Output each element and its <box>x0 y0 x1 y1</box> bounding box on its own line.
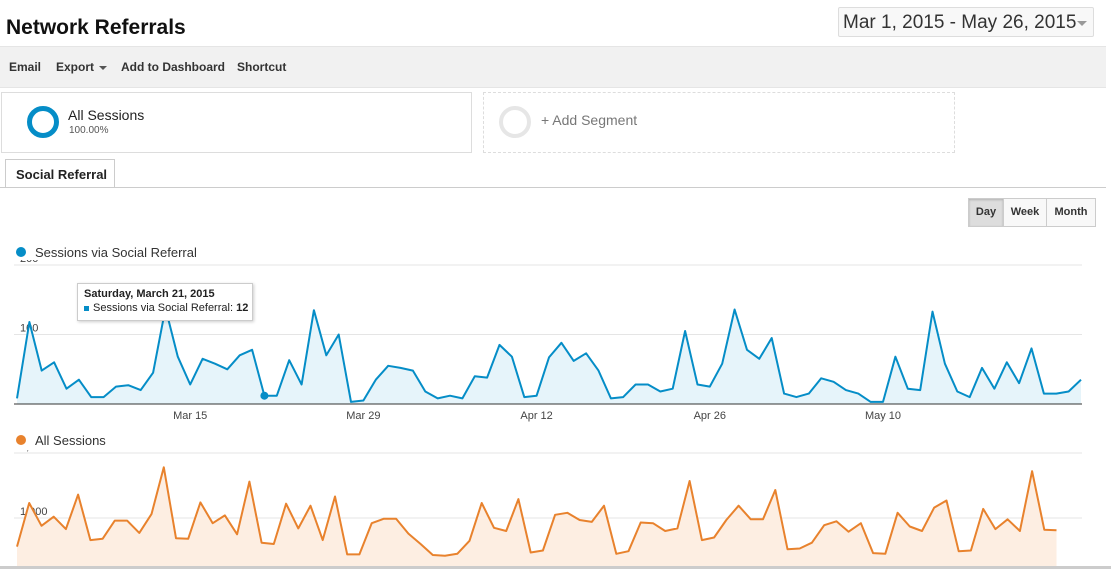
page-title: Network Referrals <box>6 16 186 39</box>
segment-name: All Sessions <box>68 107 145 123</box>
shortcut-button[interactable]: Shortcut <box>237 60 287 74</box>
x-tick-label: Mar 15 <box>173 410 207 422</box>
x-tick-label: May 10 <box>865 410 901 422</box>
tooltip-series-marker <box>84 305 89 311</box>
segment-percent: 100.00% <box>69 125 109 136</box>
add-segment-button[interactable]: + Add Segment <box>483 92 955 153</box>
day-button[interactable]: Day <box>968 198 1004 227</box>
tab-social-referral[interactable]: Social Referral <box>5 159 115 188</box>
week-button[interactable]: Week <box>1003 198 1047 227</box>
segment-all-sessions[interactable]: All Sessions 100.00% <box>1 92 472 153</box>
tooltip-value: 12 <box>236 302 249 314</box>
email-button[interactable]: Email <box>9 60 42 74</box>
legend-label-all-sessions: All Sessions <box>35 433 106 448</box>
legend-dot-social <box>16 247 26 257</box>
tooltip-series-label: Sessions via Social Referral: <box>93 302 234 314</box>
all-sessions-chart: 1,0002,000 <box>14 450 1082 569</box>
tab-divider <box>0 187 1106 188</box>
tooltip-date: Saturday, March 21, 2015 <box>84 288 215 300</box>
legend-label-social: Sessions via Social Referral <box>35 245 197 260</box>
date-range-picker[interactable]: Mar 1, 2015 - May 26, 2015 <box>838 7 1094 37</box>
y-tick-label: 200 <box>20 260 38 265</box>
add-segment-label: + Add Segment <box>541 112 638 128</box>
chevron-down-icon <box>1077 21 1087 26</box>
export-button[interactable]: Export <box>56 60 108 74</box>
month-button[interactable]: Month <box>1046 198 1096 227</box>
x-tick-label: Mar 29 <box>346 410 380 422</box>
legend-dot-all-sessions <box>16 435 26 445</box>
x-tick-label: Apr 12 <box>520 410 552 422</box>
chart-tooltip: Saturday, March 21, 2015 Sessions via So… <box>77 283 253 321</box>
report-toolbar: Email Export Add to Dashboard Shortcut <box>0 46 1106 88</box>
chevron-down-icon <box>99 65 108 70</box>
segment-ring-icon <box>27 106 59 138</box>
add-to-dashboard-button[interactable]: Add to Dashboard <box>121 60 225 74</box>
series-line <box>16 466 1057 557</box>
export-label: Export <box>56 60 95 74</box>
empty-segment-ring-icon <box>499 106 531 138</box>
date-range-label: Mar 1, 2015 - May 26, 2015 <box>843 12 1077 33</box>
tooltip-row: Sessions via Social Referral: 12 <box>84 302 249 314</box>
y-tick-label: 2,000 <box>20 450 48 453</box>
series-area <box>17 467 1057 569</box>
series-line <box>16 307 1082 403</box>
x-tick-label: Apr 26 <box>694 410 726 422</box>
highlighted-point <box>260 391 269 400</box>
bottom-edge <box>0 566 1111 569</box>
